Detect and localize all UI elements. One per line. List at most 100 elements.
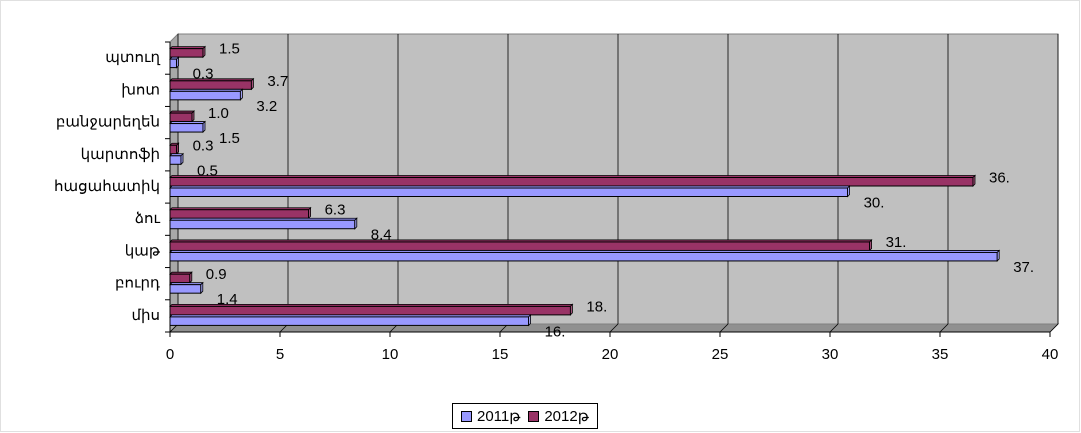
category-label: կարտոֆի <box>81 146 160 163</box>
bar-2012-end <box>202 45 206 59</box>
bar-2011 <box>169 56 180 69</box>
bar-2011 <box>169 185 851 198</box>
data-label-2011: 37. <box>1013 259 1034 276</box>
category-label: ձու <box>135 210 161 227</box>
data-label-2011: 0.3 <box>193 66 214 83</box>
chart-legend: 2011թ 2012թ <box>452 403 598 429</box>
data-label-2011: 3.2 <box>256 98 277 115</box>
bar-2011 <box>169 152 184 166</box>
bar-2011-end <box>200 281 204 295</box>
bar-2011-front <box>169 284 202 294</box>
legend-label-2011: 2011թ <box>477 408 521 425</box>
category-label: կաթ <box>125 242 161 259</box>
data-label-2012: 18. <box>586 298 607 315</box>
gridline-floor <box>1049 323 1059 333</box>
bar-2011-front <box>169 58 178 69</box>
x-tick-label: 10 <box>382 346 399 363</box>
data-label-2012: 31. <box>886 234 907 251</box>
bar-2012-end <box>308 206 312 220</box>
data-label-2011: 16. <box>545 323 566 340</box>
bar-2012-end <box>176 142 180 155</box>
legend-swatch-2011 <box>461 410 472 422</box>
x-tick-label: 35 <box>932 346 949 363</box>
x-tick-label: 15 <box>492 346 509 363</box>
x-tick-label: 30 <box>822 346 839 363</box>
bar-2011-end <box>847 185 850 198</box>
bar-2011 <box>169 313 532 327</box>
category-label: պտուղ <box>105 49 160 66</box>
bar-2012 <box>169 206 312 220</box>
gridline-floor <box>939 323 949 333</box>
bar-2012 <box>169 174 976 187</box>
data-label-2011: 1.4 <box>217 291 238 308</box>
bar-2012 <box>169 271 193 284</box>
bar-2011-front <box>169 316 530 326</box>
bar-2011 <box>169 88 244 101</box>
category-label: խոտ <box>121 81 160 98</box>
legend-item-2012: 2012թ <box>528 407 589 425</box>
bar-2011-end <box>996 249 1000 262</box>
x-tick-label: 20 <box>602 346 619 363</box>
bar-2012-front <box>169 273 191 284</box>
data-label-2011: 8.4 <box>371 227 392 244</box>
bar-2012-front <box>169 144 178 155</box>
x-tick-label: 40 <box>1042 346 1059 363</box>
bar-2011-end <box>180 152 184 166</box>
bar-2012-end <box>570 303 573 316</box>
bar-2012-front <box>169 177 974 187</box>
gridline-floor <box>719 323 729 333</box>
bar-2011 <box>169 217 358 230</box>
bar-2011-front <box>169 90 241 101</box>
category-label: միս <box>131 307 160 324</box>
bar-2012-end <box>869 238 872 252</box>
data-label-2011: 1.5 <box>219 130 240 147</box>
x-tick-label: 5 <box>276 346 284 363</box>
bar-2012-end <box>191 110 195 123</box>
gridline-floor <box>609 323 619 333</box>
data-label-2012: 1.5 <box>219 41 240 58</box>
bar-2011 <box>169 120 206 134</box>
bar-2011-end <box>202 120 206 134</box>
data-label-2012: 3.7 <box>267 73 288 90</box>
legend-label-2012: 2012թ <box>544 408 589 425</box>
data-label-2012: 0.3 <box>193 137 214 154</box>
bar-2011-front <box>169 123 204 133</box>
gridline-floor <box>829 323 839 333</box>
data-label-2011: 0.5 <box>197 162 218 179</box>
bar-2012-end <box>250 77 254 91</box>
x-tick-label: 0 <box>166 346 174 363</box>
legend-item-2011: 2011թ <box>461 407 520 425</box>
bar-2012-end <box>972 174 976 187</box>
bar-2011-front <box>169 187 849 197</box>
bar-2012 <box>169 45 206 59</box>
bar-2011-front <box>169 155 182 165</box>
legend-swatch-2012 <box>528 410 540 422</box>
bar-2011-front <box>169 219 356 230</box>
category-label: բանջարեղեն <box>56 114 160 131</box>
bar-2012 <box>169 238 873 252</box>
x-tick-label: 25 <box>712 346 729 363</box>
bar-2011-end <box>354 217 358 230</box>
data-label-2012: 6.3 <box>325 202 346 219</box>
bar-2012-front <box>169 112 193 123</box>
data-label-2012: 1.0 <box>208 105 229 122</box>
bar-2011-end <box>528 313 531 327</box>
bar-2012-front <box>169 48 204 58</box>
bar-2011-end <box>176 56 180 69</box>
bar-2012-end <box>189 271 193 284</box>
bar-2011-end <box>239 88 243 101</box>
data-label-2012: 36. <box>989 170 1010 187</box>
data-label-2012: 0.9 <box>206 266 227 283</box>
category-label: հացահատիկ <box>54 178 160 195</box>
bar-2011 <box>169 281 204 295</box>
bar-2011-front <box>169 251 998 262</box>
data-label-2011: 30. <box>864 195 885 212</box>
bar-2012-front <box>169 209 310 219</box>
bar-2011 <box>169 249 1001 262</box>
category-label: բուրդ <box>115 275 160 292</box>
bar-2012-front <box>169 241 871 251</box>
bar-2012 <box>169 110 195 123</box>
